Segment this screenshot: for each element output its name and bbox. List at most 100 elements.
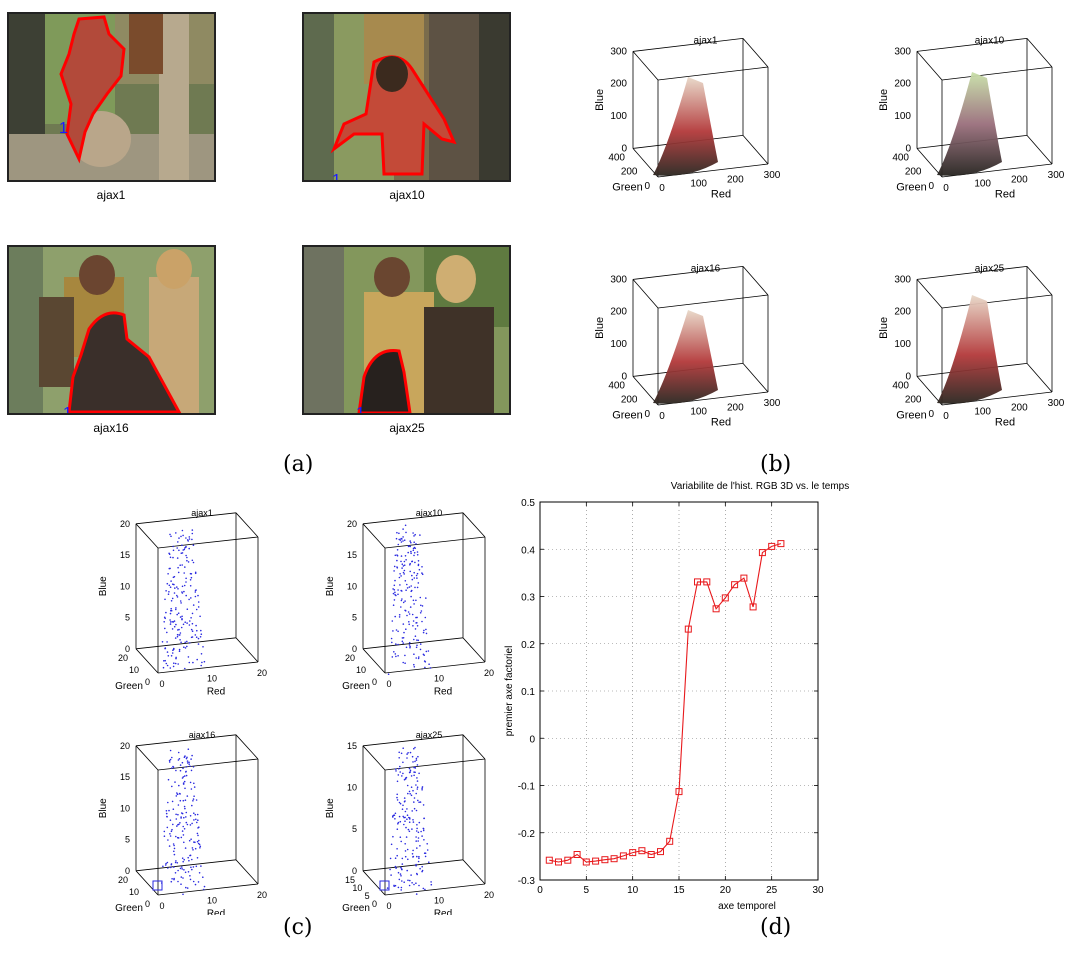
histogram-bin-point [172,843,175,845]
histogram-bin-point [415,574,418,577]
histogram-bin-point [400,541,403,543]
histogram-bin-point [400,599,403,602]
histogram-bin-point [190,769,193,772]
histogram-bin-point [166,651,169,653]
histogram-bin-point [411,882,413,884]
histogram-bin-point [182,776,185,778]
histogram-bin-point [406,753,408,755]
histogram-bin-point [401,868,403,871]
box-edge [362,859,464,872]
histogram-bin-point [177,880,179,883]
histogram-bin-point [401,857,404,860]
box-edge [135,734,237,747]
z-tick-label: 200 [610,79,627,90]
histogram-bin-point [169,567,171,570]
histogram-bin-point [394,865,397,868]
histogram-bin-point [202,888,205,891]
histogram-bin-point [406,583,408,586]
histogram-bin-point [184,566,186,568]
histogram-bin-point [410,585,413,587]
histogram-bin-point [398,576,401,579]
histogram-bin-point [404,600,406,602]
histogram-bin-point [422,804,425,806]
z-tick-label: 20 [120,741,130,751]
histogram-bin-point [412,625,414,627]
histogram-bin-point [172,576,175,579]
y-tick-label: 200 [621,167,638,178]
histogram-bin-point [415,543,417,545]
histogram-bin-point [418,801,420,803]
histogram-bin-point [175,607,177,609]
histogram-bin-point [415,792,418,795]
histogram-bin-point [395,537,398,540]
histogram-bin-point [168,761,171,763]
box-edge [742,38,769,68]
histogram-bin-point [389,857,392,860]
box-edge [135,859,237,872]
histogram-bin-point [167,839,169,841]
data-point-marker [555,858,562,866]
histogram-bin-point [165,812,168,815]
data-point-marker [638,847,646,855]
histogram-bin-point [410,794,413,797]
histogram-bin-point [399,573,401,575]
histogram-bin-point [174,872,177,874]
y-tick-label: 400 [608,380,625,391]
histogram-bin-point [414,533,417,536]
z-tick-label: 0 [905,371,911,382]
histogram-bin-point [182,623,185,626]
histogram-bin-point [410,775,413,777]
histogram-bin-point [191,559,194,562]
histogram-bin-point [177,566,179,569]
histogram-bin-point [403,823,405,826]
histogram-bin-point [185,594,187,597]
histogram-bin-point [188,547,190,550]
histogram-bin-point [398,801,401,804]
z-tick-label: 0 [621,371,627,382]
x-tick-label: 15 [673,885,685,896]
histogram-bin-point [172,808,175,810]
histogram-bin-point [395,770,397,772]
histogram-bin-point [161,641,164,643]
y-axis-label: Green [115,681,143,692]
histogram-bin-point [166,815,168,818]
histogram-bin-point [173,877,175,880]
histogram-bin-point [169,623,172,625]
y-tick-label: -0.2 [518,829,536,840]
histogram-bin-point [196,821,198,824]
histogram-bin-point [175,656,177,659]
histogram-bin-point [171,652,174,654]
histogram-bin-point [185,581,187,583]
histogram-bin-point [182,825,184,828]
histogram-bin-point [414,760,416,763]
histogram-bin-point [189,854,192,857]
histogram-bin-point [425,632,428,635]
histogram-bin-point [185,821,188,824]
histogram-bin-point [411,613,414,616]
histogram-bin-point [197,637,200,640]
z-tick-label: 5 [125,613,130,623]
x-axis-label: Red [207,909,225,916]
histogram-bin-point [195,589,197,591]
histogram-bin-point [186,795,189,797]
histogram-bin-point [173,625,176,628]
histogram-bin-point [195,608,198,611]
histogram-bin-point [420,604,422,607]
histogram-bin-point [182,834,185,836]
histogram-bin-point [184,621,186,623]
plot-title: ajax16 [691,263,721,274]
histogram-bin-point [181,857,184,859]
histogram-bin-point [414,635,417,637]
histogram-bin-point [190,617,192,619]
histogram-bin-point [193,819,195,821]
histogram-bin-point [191,858,193,861]
box-edge [362,648,386,674]
x-tick-label: 0 [943,411,949,422]
histogram-bin-point [416,572,419,575]
histogram-bin-point [181,777,184,779]
histogram-bin-point [398,878,401,881]
histogram-bin-point [421,865,424,868]
x-axis-label: Red [434,687,452,698]
histogram-bin-point [412,549,415,552]
